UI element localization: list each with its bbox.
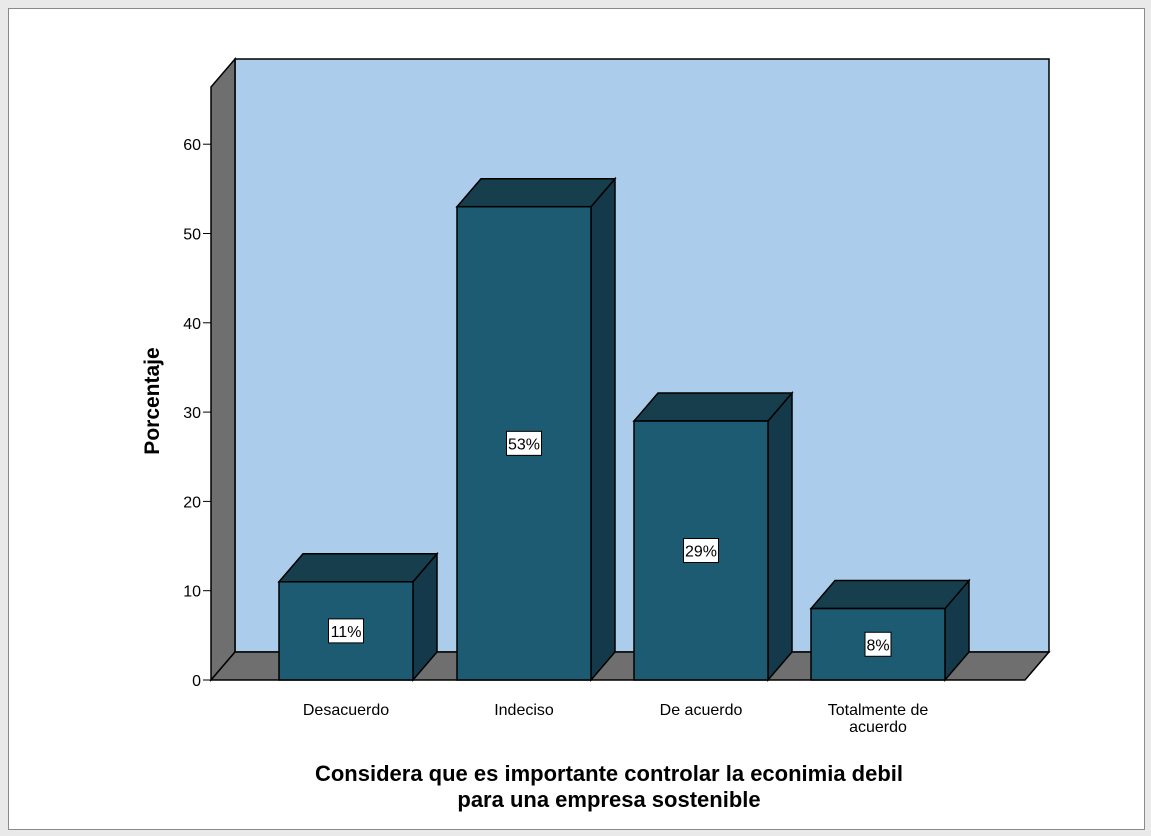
y-tick-label: 50 [183, 227, 201, 244]
y-tick-label: 20 [183, 494, 201, 511]
y-tick-label: 30 [183, 405, 201, 422]
y-tick-label: 0 [192, 673, 201, 690]
bar: 53% [455, 176, 617, 683]
category-label-line: De acuerdo [660, 702, 743, 719]
data-label: 53% [508, 436, 540, 453]
category-label: De acuerdo [660, 702, 743, 719]
bar-chart: 0 10 20 30 40 50 60 11% 53% 29% 8% Desacuerdo Inde… [141, 56, 1051, 812]
x-axis-title-line: Considera que es importante controlar la… [315, 761, 903, 786]
category-label-line: acuerdo [849, 719, 907, 736]
data-label-box [506, 430, 542, 456]
bar: 29% [632, 391, 794, 683]
chart-frame: 0 10 20 30 40 50 60 11% 53% 29% 8% Desacuerdo Inde… [8, 8, 1145, 830]
bar-top [277, 553, 439, 583]
data-label: 8% [866, 637, 889, 654]
x-axis-title-line: para una empresa sostenible [457, 787, 760, 812]
category-label-line: Totalmente de [828, 702, 929, 719]
bars: 11% 53% 29% 8% [277, 176, 971, 683]
category-label-line: Indeciso [494, 702, 554, 719]
category-label: Indeciso [494, 702, 554, 719]
bar-side [767, 391, 793, 683]
bar-top [455, 177, 617, 208]
data-label-box [864, 631, 892, 657]
bar-top [632, 392, 794, 422]
y-tick-label: 60 [183, 137, 201, 154]
y-axis: 0 10 20 30 40 50 60 [183, 87, 212, 690]
data-label: 11% [331, 624, 362, 641]
bar-top [809, 579, 971, 610]
category-label: Totalmente de acuerdo [828, 702, 929, 736]
data-label: 29% [685, 544, 717, 561]
x-axis-labels: Desacuerdo Indeciso De acuerdo Totalmente d… [303, 702, 928, 736]
bar: 11% [277, 551, 439, 683]
category-label-line: Desacuerdo [303, 702, 389, 719]
bar: 8% [809, 578, 971, 683]
bar-side [590, 176, 616, 683]
data-label-box [328, 618, 364, 644]
category-label: Desacuerdo [303, 702, 389, 719]
y-axis-title: Porcentaje [141, 347, 164, 454]
side-wall [210, 56, 236, 683]
y-tick-label: 40 [183, 316, 201, 333]
data-label-box [683, 538, 719, 564]
x-axis-title: Considera que es importante controlar la… [315, 761, 903, 812]
y-tick-label: 10 [183, 584, 201, 601]
